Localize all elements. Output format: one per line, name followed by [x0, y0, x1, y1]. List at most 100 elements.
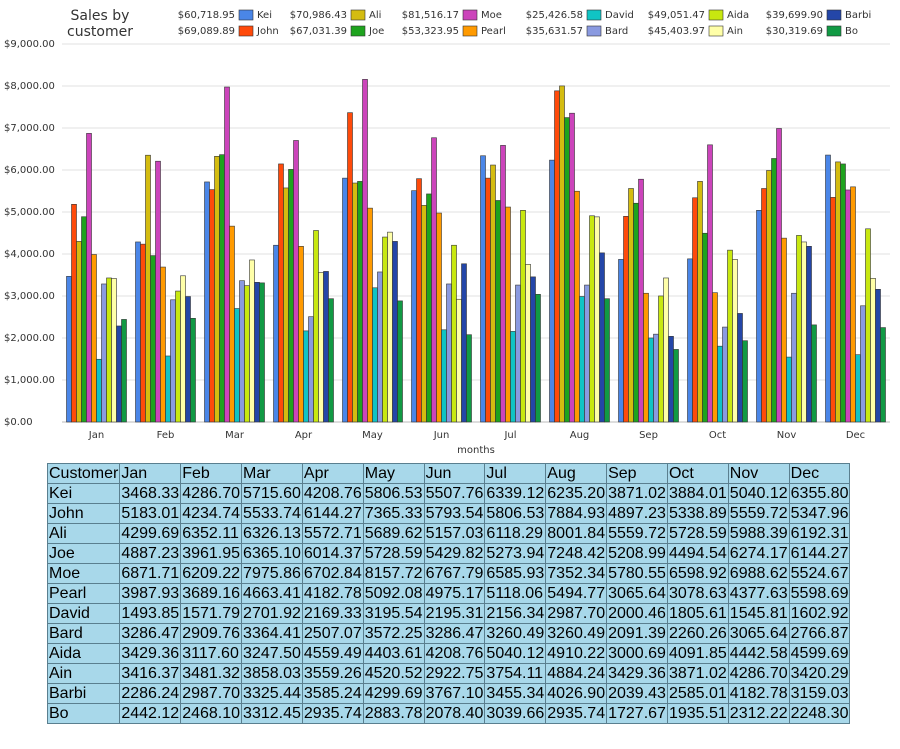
- bar: [717, 345, 723, 423]
- table-cell: 6235.20: [545, 483, 608, 504]
- table-cell: 4091.85: [666, 643, 729, 664]
- y-tick-label: $1,000.00: [4, 375, 55, 386]
- bar: [234, 308, 240, 423]
- table-cell: 6585.93: [484, 563, 547, 584]
- chart-title: Sales by customer: [67, 8, 133, 40]
- table-cell: 3312.45: [241, 703, 303, 724]
- bar: [628, 188, 634, 423]
- bar: [594, 216, 600, 423]
- table-cell: 3871.02: [606, 483, 668, 504]
- bar: [377, 271, 383, 423]
- table-cell: 4975.17: [423, 583, 486, 604]
- bar: [170, 299, 176, 423]
- bar: [387, 231, 393, 423]
- bar: [712, 292, 718, 423]
- table-cell: 6352.11: [180, 523, 243, 544]
- table-cell: 4026.90: [545, 683, 608, 704]
- y-tick-label: $4,000.00: [4, 249, 55, 260]
- table-cell: 5338.89: [666, 503, 729, 524]
- table-cell: Oct: [666, 463, 729, 484]
- table-row: Moe 6871.71 6209.22 7975.86 6702.84 8157.72 67…: [46, 563, 851, 584]
- legend-swatch: [586, 9, 602, 21]
- table-cell: 3767.10: [423, 683, 486, 704]
- table-cell: 6144.27: [788, 543, 851, 564]
- bar: [293, 140, 299, 423]
- bar: [111, 278, 117, 423]
- bar: [574, 190, 580, 423]
- table-cell: 3468.33: [119, 483, 182, 504]
- table-cell: 3065.64: [606, 583, 668, 604]
- bar: [372, 287, 378, 423]
- table-cell: 6988.62: [727, 563, 790, 584]
- legend-total: $53,323.95: [402, 26, 459, 37]
- legend-swatch: [238, 25, 254, 37]
- table-cell: 5988.39: [727, 523, 790, 544]
- bar: [71, 204, 77, 423]
- bar: [323, 271, 329, 423]
- table-cell: 4208.76: [423, 643, 486, 664]
- table-cell: 4286.70: [180, 483, 243, 504]
- bar: [392, 241, 398, 423]
- bar: [786, 356, 792, 423]
- bar: [416, 178, 422, 423]
- bar: [116, 325, 122, 423]
- table-cell: 6209.22: [180, 563, 243, 584]
- x-tick-label: Oct: [709, 430, 726, 441]
- table-cell: 2000.46: [606, 603, 668, 624]
- table-cell: 3884.01: [666, 483, 729, 504]
- bar: [214, 156, 220, 423]
- bar: [766, 170, 772, 423]
- bar: [737, 313, 743, 423]
- table-cell: 4299.69: [119, 523, 182, 544]
- table-cell: 4403.61: [362, 643, 425, 664]
- table-row: John 5183.01 4234.74 5533.74 6144.27 7365.33 5…: [46, 503, 851, 524]
- table-cell: John: [46, 503, 121, 524]
- bar: [618, 259, 624, 423]
- table-row: Joe 4887.23 3961.95 6365.10 6014.37 5728.59 54…: [46, 543, 851, 564]
- bar: [411, 190, 417, 423]
- table-cell: Moe: [46, 563, 121, 584]
- bar: [254, 282, 260, 423]
- bar: [446, 283, 452, 423]
- bar: [421, 205, 427, 423]
- bar: [140, 243, 146, 423]
- bar: [663, 277, 669, 423]
- table-cell: 2248.30: [788, 703, 851, 724]
- table-cell: 2468.10: [180, 703, 243, 724]
- table-cell: 5533.74: [241, 503, 303, 524]
- table-cell: Nov: [727, 463, 790, 484]
- legend-swatch: [350, 9, 366, 21]
- table-cell: 2883.78: [362, 703, 425, 724]
- table-cell: 3000.69: [606, 643, 668, 664]
- bar: [801, 241, 807, 423]
- bar: [781, 237, 787, 423]
- legend-swatch: [350, 25, 366, 37]
- table-row: David 1493.85 1571.79 2701.92 2169.33 3195.54…: [46, 603, 851, 624]
- table-cell: 3247.50: [241, 643, 303, 664]
- table-cell: 7975.86: [241, 563, 303, 584]
- x-tick-label: Jul: [503, 430, 516, 441]
- table-cell: 2286.24: [119, 683, 182, 704]
- table-cell: 3585.24: [301, 683, 364, 704]
- legend-swatch: [708, 25, 724, 37]
- table-row: Aida 3429.36 3117.60 3247.50 4559.49 4403.61 4…: [46, 643, 851, 664]
- table-cell: 4442.58: [727, 643, 790, 664]
- data-table: Customer Jan Feb Mar Apr May Jun Jul Aug Sep Oct No…: [46, 463, 851, 724]
- bar: [796, 235, 802, 423]
- bar: [658, 295, 664, 423]
- table-cell: 6767.79: [423, 563, 486, 584]
- table-cell: 2442.12: [119, 703, 182, 724]
- bar: [209, 189, 215, 423]
- x-tick-label: Jan: [88, 430, 104, 441]
- bar: [525, 264, 531, 423]
- bar: [722, 326, 728, 423]
- bar: [549, 159, 555, 423]
- table-row: Barbi 2286.24 2987.70 3325.44 3585.24 4299.69…: [46, 683, 851, 704]
- legend-label: Ain: [727, 26, 743, 37]
- table-cell: 4182.78: [301, 583, 364, 604]
- bar: [229, 225, 235, 423]
- legend-label: Joe: [368, 26, 384, 37]
- bar: [623, 216, 629, 423]
- table-cell: 3429.36: [119, 643, 182, 664]
